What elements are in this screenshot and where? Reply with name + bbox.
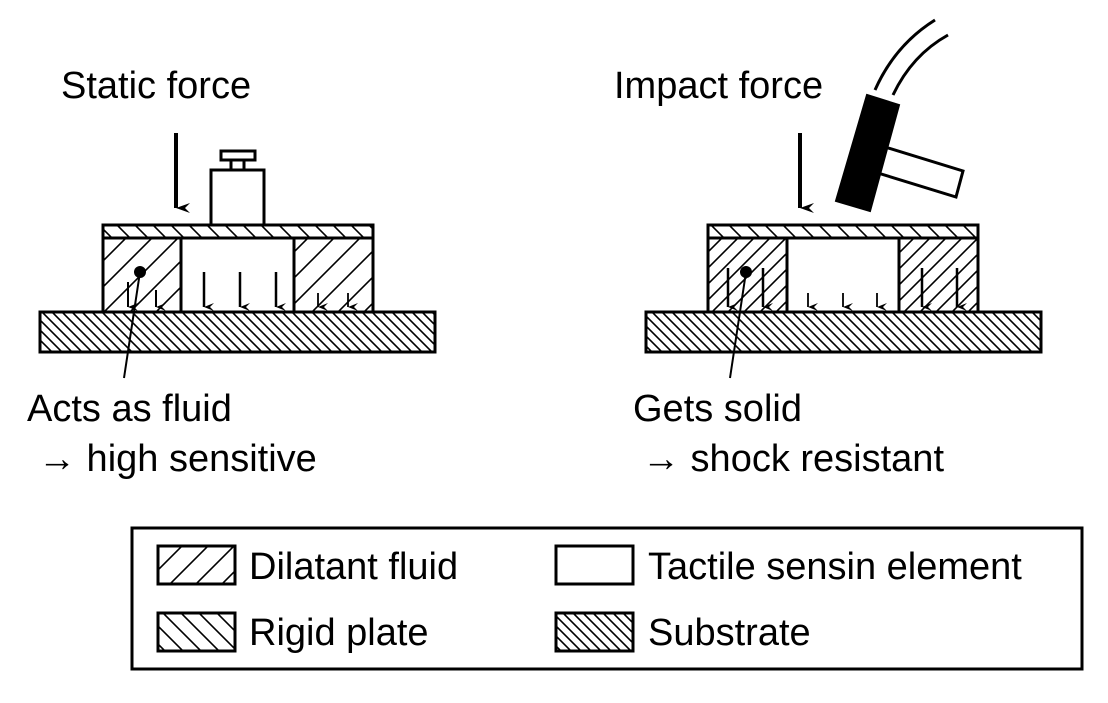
- left-caption-line1: Acts as fluid: [27, 388, 232, 430]
- hammer-icon: [834, 18, 965, 213]
- left-rigid-plate: [101, 223, 375, 240]
- impact-force-label: Impact force: [614, 65, 824, 107]
- legend-swatch-sensing-element: [554, 544, 635, 586]
- static-force-label: Static force: [61, 65, 252, 107]
- right-fluid-right: [897, 236, 980, 314]
- left-caption-line2: → high sensitive: [38, 438, 317, 480]
- left-substrate: [38, 310, 437, 354]
- legend-swatch-dilatant-fluid: [156, 544, 237, 586]
- right-sensor: [644, 18, 1043, 379]
- left-fluid-right: [292, 236, 375, 314]
- left-pressure-arrows: [127, 272, 358, 311]
- right-caption-line2: → shock resistant: [642, 438, 944, 480]
- left-sensor: [38, 133, 437, 379]
- legend-swatch-substrate: [554, 611, 635, 653]
- legend-label-sensing-element: Tactile sensin element: [648, 546, 1022, 588]
- right-pressure-arrows: [726, 268, 967, 311]
- legend-label-rigid-plate: Rigid plate: [249, 612, 429, 654]
- legend-label-dilatant-fluid: Dilatant fluid: [249, 546, 459, 588]
- right-caption-line1: Gets solid: [633, 388, 802, 430]
- right-rigid-plate: [706, 223, 980, 240]
- legend-frame: [130, 526, 1084, 671]
- weight-icon: [209, 149, 266, 227]
- right-substrate: [644, 310, 1043, 354]
- legend-swatch-rigid-plate: [156, 611, 237, 653]
- legend-label-substrate: Substrate: [648, 612, 811, 654]
- legend: [130, 526, 1084, 671]
